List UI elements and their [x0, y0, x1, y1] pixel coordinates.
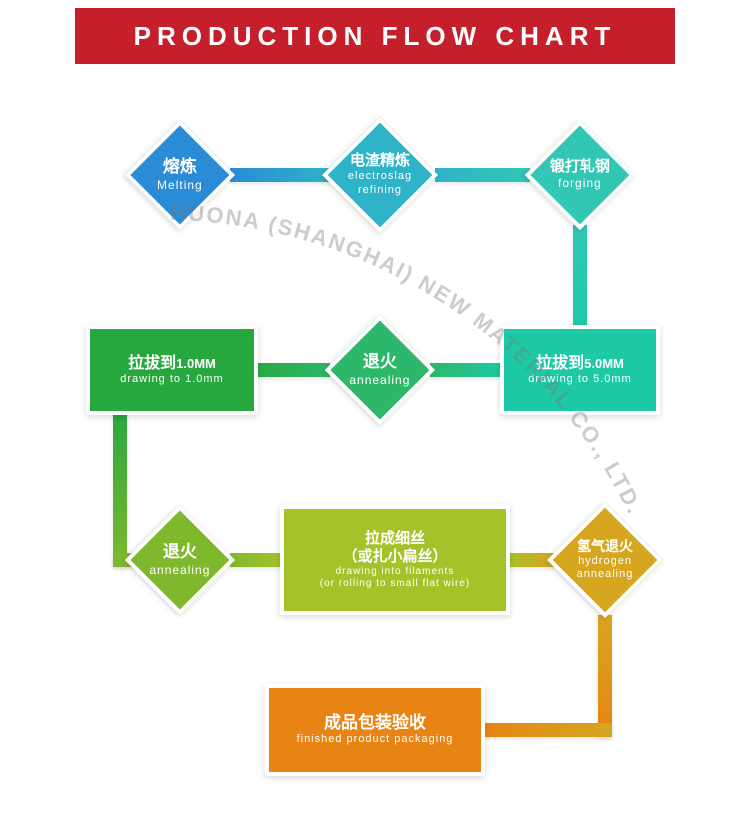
node-label-en: finished product packaging [297, 733, 454, 747]
node-label-en: drawing to 5.0mm [528, 373, 631, 387]
flow-node-n3: 锻打轧钢forging [525, 120, 635, 230]
connector [113, 410, 127, 567]
flow-node-n9: 氢气退火hydrogen annealing [547, 502, 663, 618]
connector [430, 363, 505, 377]
flow-node-n10: 成品包装验收finished product packaging [265, 684, 485, 776]
flow-node-n2: 电渣精炼electroslag refining [322, 117, 438, 233]
node-label-cn: 熔炼 [163, 157, 197, 177]
node-label-cn: 成品包装验收 [324, 713, 426, 733]
node-label-cn: 退火 [363, 352, 397, 372]
connector [435, 168, 530, 182]
node-label-cn: 退火 [163, 542, 197, 562]
node-label-en: Melting [157, 178, 203, 193]
flow-node-n8: 拉成细丝（或扎小扁丝）drawing into filaments(or rol… [280, 505, 510, 615]
node-label-cn: 电渣精炼 [350, 152, 410, 170]
node-label-en: drawing to 1.0mm [120, 373, 223, 387]
page-title: PRODUCTION FLOW CHART [75, 8, 675, 64]
connector [480, 723, 612, 737]
node-label-cn: 氢气退火 [577, 538, 633, 555]
connector [598, 615, 612, 737]
node-label-cn: 锻打轧钢 [550, 158, 610, 176]
flow-node-n7: 退火annealing [125, 505, 235, 615]
node-label-en: electroslag refining [347, 170, 413, 198]
node-label-cn: 拉拔到1.0MM [128, 354, 216, 373]
flow-node-n4: 拉拔到5.0MMdrawing to 5.0mm [500, 325, 660, 415]
connector [252, 363, 330, 377]
connector [230, 168, 330, 182]
node-label-en: annealing [149, 563, 210, 578]
node-label-en: annealing [349, 373, 410, 388]
node-label-en: hydrogen annealing [572, 555, 638, 583]
flow-node-n1: 熔炼Melting [125, 120, 235, 230]
connector [573, 225, 587, 330]
node-label-en: forging [558, 176, 602, 191]
connector [230, 553, 285, 567]
node-label-cn: 拉拔到5.0MM [536, 354, 624, 373]
flow-node-n5: 退火annealing [325, 315, 435, 425]
flow-node-n6: 拉拔到1.0MMdrawing to 1.0mm [86, 325, 258, 415]
node-label-cn: 拉成细丝（或扎小扁丝） [342, 530, 447, 566]
node-label-en: drawing into filaments(or rolling to sma… [320, 566, 470, 591]
